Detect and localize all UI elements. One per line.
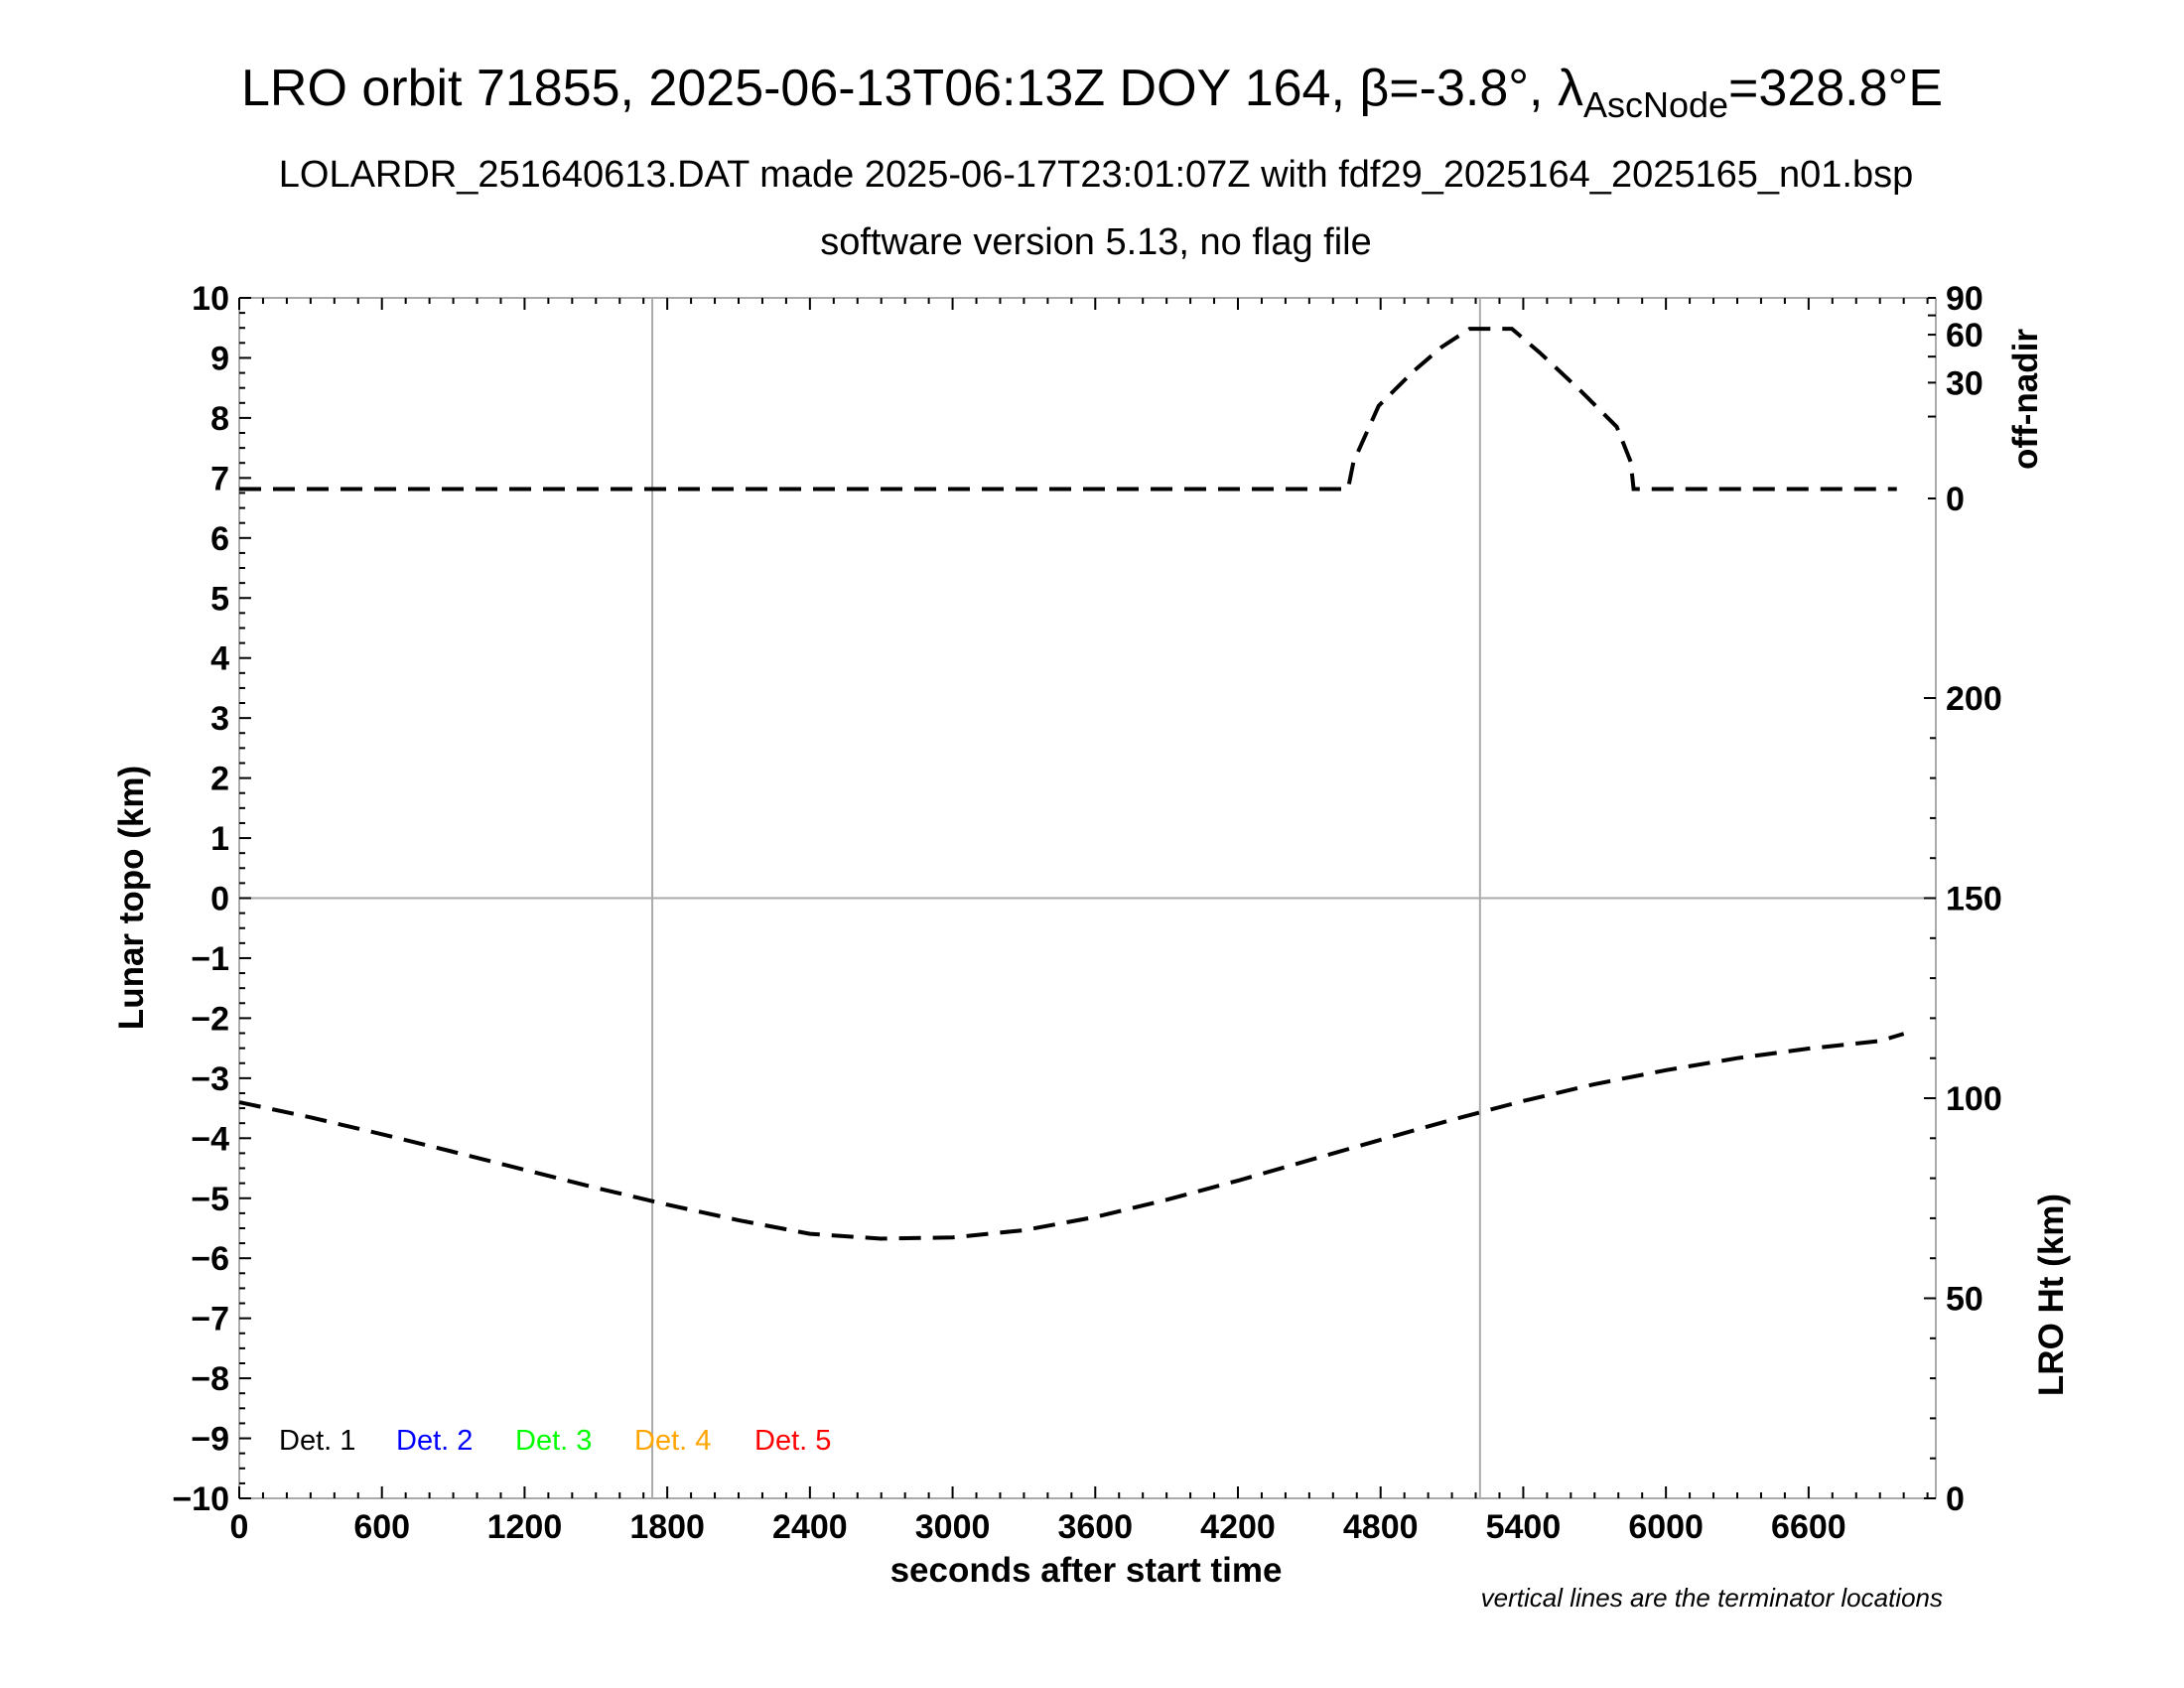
y-tick-label: −1 <box>191 940 229 978</box>
title-tail: =328.8°E <box>1728 60 1943 117</box>
y-tick-label: −8 <box>191 1360 229 1398</box>
y-axis-label: Lunar topo (km) <box>112 766 151 1030</box>
ht-tick-label: 50 <box>1946 1281 1983 1319</box>
title-main: LRO orbit 71855, 2025-06-13T06:13Z DOY 1… <box>241 60 1583 117</box>
x-tick-label: 0 <box>230 1508 249 1546</box>
title-subscript: AscNode <box>1583 84 1728 125</box>
ht-tick-label: 200 <box>1946 680 2002 718</box>
series <box>238 327 1905 1241</box>
y-tick-label: −3 <box>191 1060 229 1098</box>
ht-tick-label: 150 <box>1946 881 2002 918</box>
x-axis-label: seconds after start time <box>890 1551 1283 1590</box>
y-tick-label: 0 <box>210 881 229 918</box>
x-tick-label: 3000 <box>915 1508 991 1546</box>
y-tick-label: −10 <box>172 1480 229 1518</box>
grid <box>239 298 1936 1498</box>
x-tick-label: 1200 <box>487 1508 563 1546</box>
legend-item: Det. 1 <box>279 1425 355 1457</box>
x-tick-label: 6600 <box>1771 1508 1846 1546</box>
y-tick-label: 9 <box>210 340 229 377</box>
off-nadir-tick-label: 90 <box>1946 280 1983 318</box>
y-tick-label: 10 <box>192 280 229 318</box>
y-tick-label: −2 <box>191 1000 229 1038</box>
y-tick-label: 3 <box>210 700 229 738</box>
off-nadir-tick-label: 0 <box>1946 481 1965 518</box>
chart-subtitle: LOLARDR_251640613.DAT made 2025-06-17T23… <box>279 154 1914 196</box>
off-nadir-tick-label: 30 <box>1946 364 1983 402</box>
x-tick-label: 1800 <box>629 1508 705 1546</box>
y-tick-label: 2 <box>210 761 229 798</box>
y-tick-label: −6 <box>191 1240 229 1278</box>
x-tick-label: 4800 <box>1343 1508 1419 1546</box>
y-tick-label: −5 <box>191 1181 229 1218</box>
x-tick-label: 6000 <box>1628 1508 1704 1546</box>
x-tick-label: 3600 <box>1057 1508 1133 1546</box>
legend-item: Det. 3 <box>515 1425 592 1457</box>
x-tick-label: 600 <box>353 1508 410 1546</box>
y-tick-label: 7 <box>210 460 229 497</box>
legend-item: Det. 5 <box>754 1425 831 1457</box>
y-tick-label: −4 <box>191 1120 229 1158</box>
legend-item: Det. 2 <box>396 1425 473 1457</box>
x-tick-label: 4200 <box>1200 1508 1276 1546</box>
x-tick-label: 2400 <box>772 1508 848 1546</box>
ht-tick-label: 0 <box>1946 1480 1965 1518</box>
off-nadir-line <box>239 327 1897 492</box>
y-tick-label: 4 <box>210 640 229 678</box>
terminator-note: vertical lines are the terminator locati… <box>1481 1583 1943 1613</box>
y-tick-label: 5 <box>210 580 229 618</box>
legend: Det. 1 Det. 2 Det. 3 Det. 4 Det. 5 <box>279 1425 831 1457</box>
y-tick-label: 1 <box>210 820 229 858</box>
x-tick-label: 5400 <box>1486 1508 1562 1546</box>
y-tick-label: −7 <box>191 1301 229 1338</box>
y-tick-label: 8 <box>210 400 229 438</box>
y-tick-label: −9 <box>191 1421 229 1459</box>
lro-ht-axis-label: LRO Ht (km) <box>2032 1194 2071 1396</box>
chart-title: LRO orbit 71855, 2025-06-13T06:13Z DOY 1… <box>241 60 1943 125</box>
chart-subtitle-2: software version 5.13, no flag file <box>820 221 1372 263</box>
lro-height-line <box>238 1032 1905 1241</box>
axes: 0 600 1200 1800 2400 3000 3600 4200 4800 5400 6000… <box>172 280 2001 1546</box>
legend-item: Det. 4 <box>634 1425 711 1457</box>
y-tick-label: 6 <box>210 520 229 558</box>
off-nadir-axis-label: off-nadir <box>2006 329 2045 470</box>
off-nadir-tick-label: 60 <box>1946 317 1983 354</box>
ht-tick-label: 100 <box>1946 1080 2002 1118</box>
